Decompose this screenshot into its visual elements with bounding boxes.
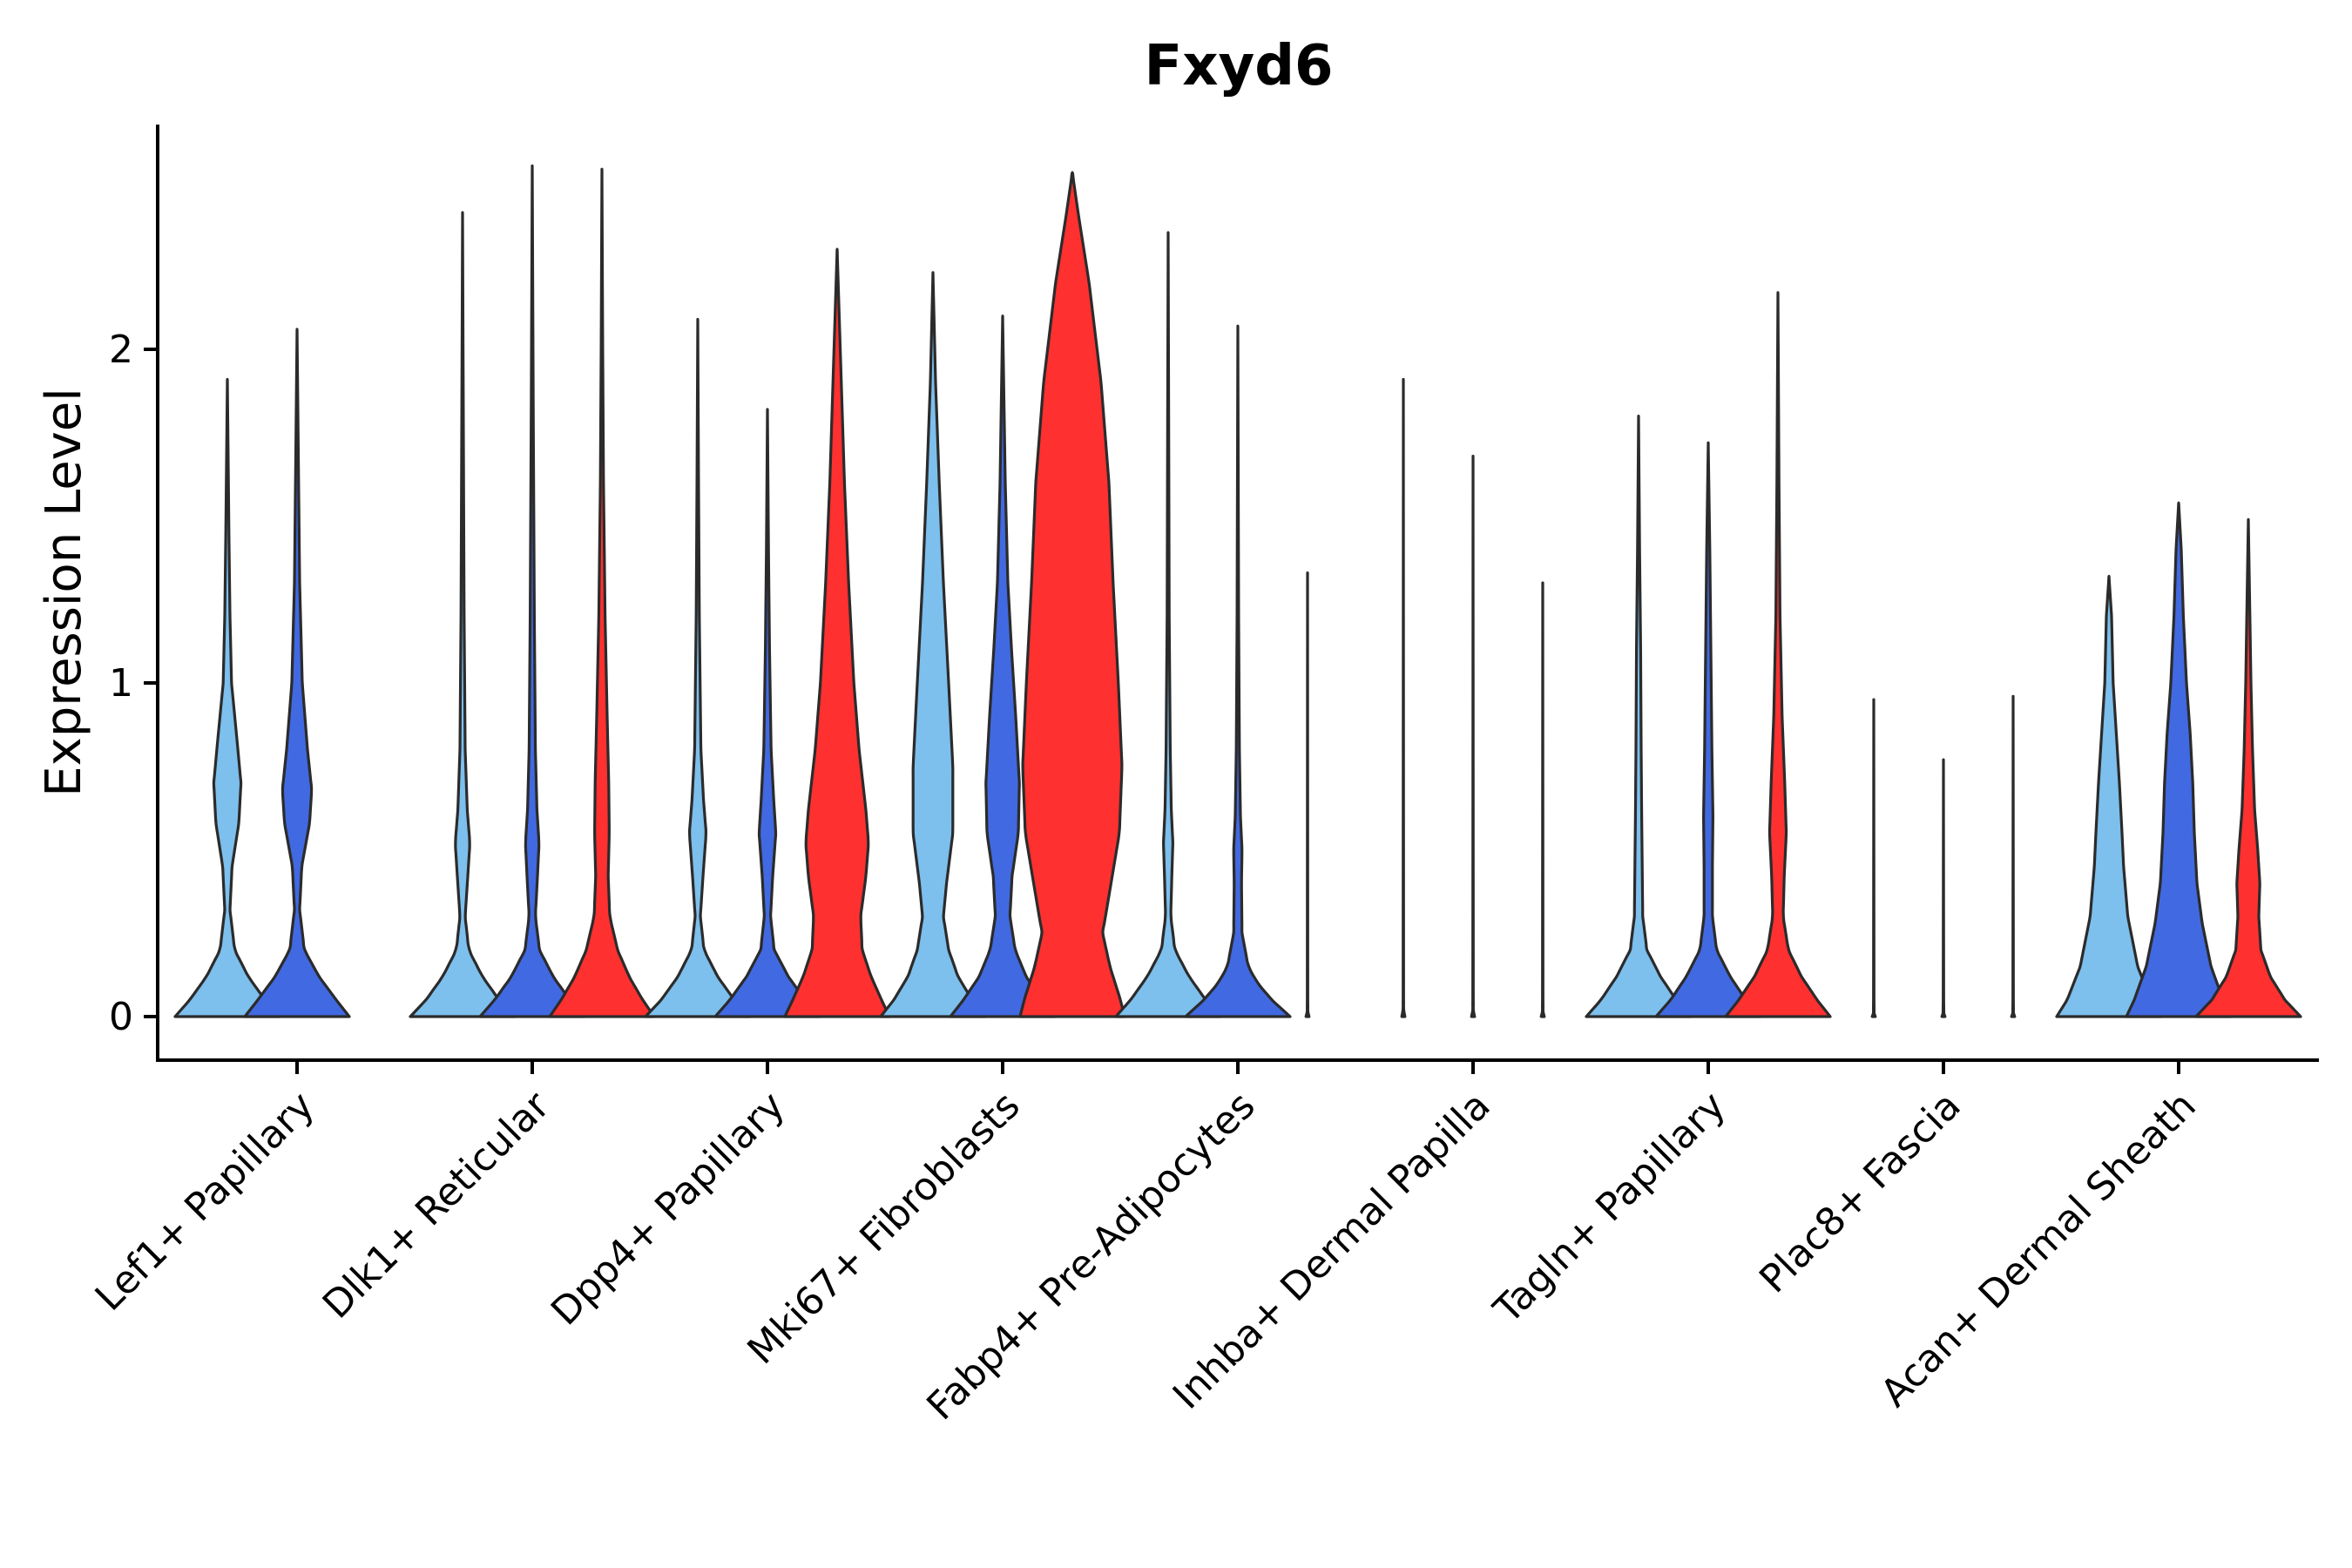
x-tick-label: Tagln+ Papillary — [1485, 1084, 1734, 1333]
y-tick-label: 2 — [109, 328, 133, 372]
violin-group-2-mki67-fibroblasts — [949, 314, 1057, 1018]
violin-group-2-lef1-papillary — [243, 328, 351, 1018]
violin-group-3-acan-dermal-sheath — [2194, 517, 2302, 1018]
violin-group-1-acan-dermal-sheath — [2055, 574, 2163, 1018]
violin-group-3-dpp4-papillary — [783, 247, 891, 1018]
violin-group-2-inhba-dermal-papilla — [1470, 454, 1477, 1018]
y-ticks: 0 1 2 — [109, 328, 158, 1039]
x-tick-label: Plac8+ Fascia — [1751, 1084, 1970, 1302]
violin-group-3-inhba-dermal-papilla — [1539, 581, 1546, 1018]
x-tick-label: Lef1+ Papillary — [87, 1084, 323, 1320]
violin-group-3-mki67-fibroblasts — [1018, 171, 1126, 1018]
violin-group-2-acan-dermal-sheath — [2125, 501, 2233, 1018]
violin-group-3-dlk1-reticular — [548, 167, 656, 1018]
y-tick-label: 1 — [109, 661, 133, 706]
x-tick-label: Dpp4+ Papillary — [543, 1084, 794, 1335]
violin-group-2-fabp4-pre-adipocytes — [1184, 324, 1292, 1018]
violin-layer — [173, 164, 2302, 1018]
violin-group-1-dlk1-reticular — [409, 211, 517, 1018]
violin-group-2-dlk1-reticular — [478, 164, 586, 1018]
violin-group-2-tagln-papillary — [1654, 441, 1762, 1018]
y-tick-label: 0 — [109, 995, 133, 1039]
violin-group-3-plac8-fascia — [2010, 694, 2017, 1018]
violin-group-3-fabp4-pre-adipocytes — [1304, 571, 1311, 1018]
violin-group-1-dpp4-papillary — [644, 317, 752, 1018]
violin-group-1-tagln-papillary — [1585, 415, 1693, 1018]
chart-title: Fxyd6 — [1144, 34, 1333, 98]
violin-group-1-mki67-fibroblasts — [879, 271, 987, 1018]
violin-group-3-tagln-papillary — [1724, 291, 1832, 1018]
x-tick-label: Dlk1+ Reticular — [314, 1083, 559, 1328]
violin-group-1-plac8-fascia — [1870, 698, 1877, 1018]
y-axis-label: Expression Level — [36, 388, 92, 797]
violin-group-1-inhba-dermal-papilla — [1400, 377, 1407, 1018]
violin-group-2-plac8-fascia — [1940, 758, 1947, 1018]
violin-group-2-dpp4-papillary — [713, 408, 821, 1018]
violin-group-1-lef1-papillary — [173, 377, 281, 1018]
violin-group-1-fabp4-pre-adipocytes — [1114, 231, 1222, 1018]
